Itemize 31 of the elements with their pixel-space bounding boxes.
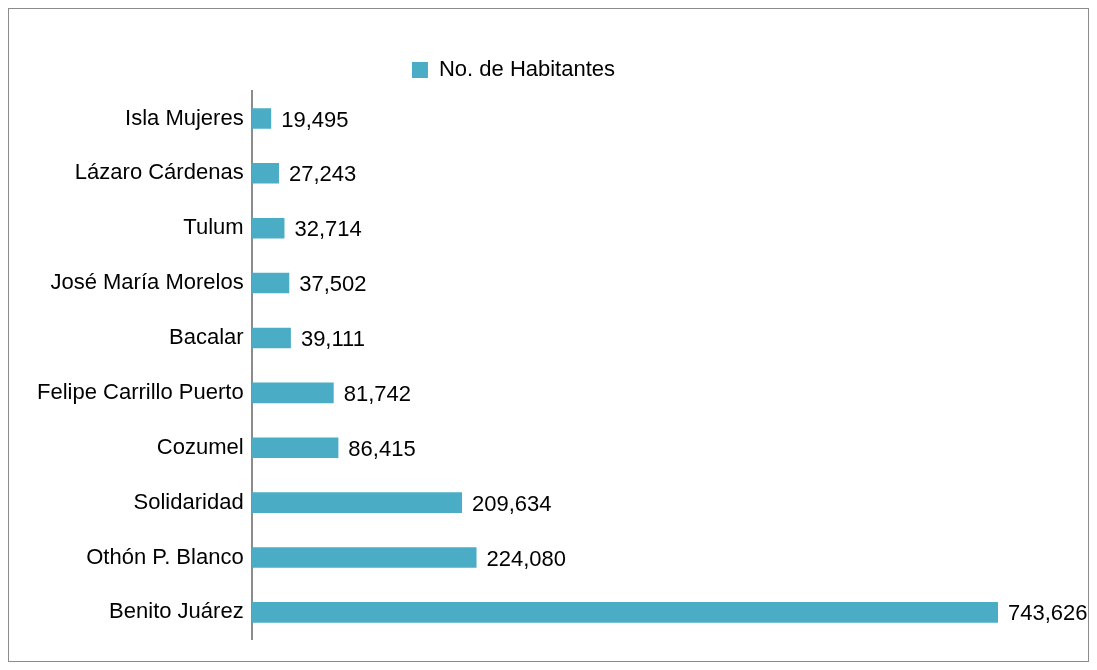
y-tick-label: Isla Mujeres — [125, 104, 244, 130]
bar — [251, 437, 339, 459]
bar — [251, 272, 290, 294]
data-label: 224,080 — [486, 545, 567, 571]
y-tick-label: Solidaridad — [133, 488, 244, 514]
bar — [251, 382, 334, 404]
data-label: 81,742 — [343, 380, 411, 406]
bar — [251, 217, 285, 239]
y-tick-label: Tulum — [183, 214, 244, 240]
data-label: 27,243 — [288, 161, 357, 187]
y-tick-label: Felipe Carrillo Puerto — [37, 378, 244, 404]
bar — [251, 163, 279, 184]
y-tick-label: José María Morelos — [50, 269, 244, 295]
bar — [251, 547, 477, 568]
legend-label: No. de Habitantes — [438, 56, 616, 82]
bar — [251, 327, 291, 349]
data-label: 209,634 — [472, 490, 552, 516]
bar — [251, 108, 272, 129]
y-tick-label: Cozumel — [156, 433, 244, 459]
y-tick-label: Benito Juárez — [109, 598, 244, 624]
data-label: 19,495 — [281, 106, 349, 132]
y-tick-label: Bacalar — [169, 324, 244, 350]
data-label: 37,502 — [299, 271, 367, 297]
y-tick-label: Othón P. Blanco — [86, 543, 244, 569]
data-label: 39,111 — [300, 326, 365, 352]
data-label: 32,714 — [294, 216, 362, 242]
bar — [251, 492, 463, 513]
data-label: 743,626 — [1008, 600, 1088, 626]
bar — [251, 602, 998, 623]
y-tick-label: Lázaro Cárdenas — [74, 159, 244, 185]
data-label: 86,415 — [348, 435, 416, 461]
